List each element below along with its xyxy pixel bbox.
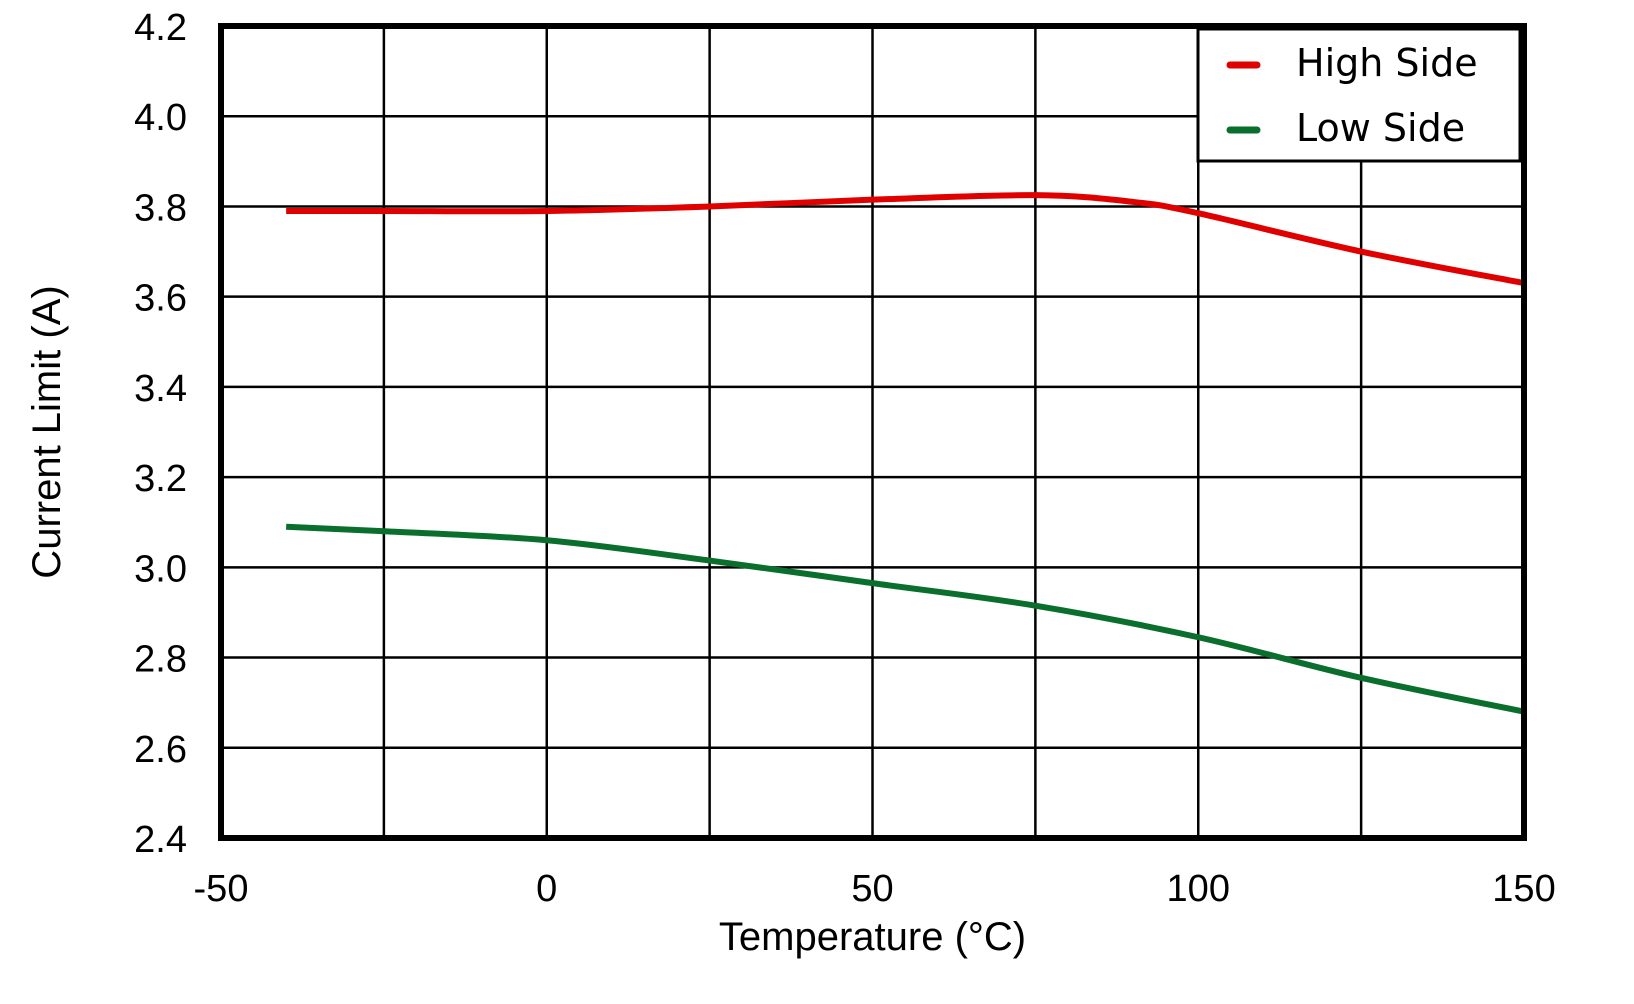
legend: High Side Low Side <box>1196 27 1522 163</box>
y-tick-label: 3.6 <box>134 278 187 320</box>
x-axis-title: Temperature (°C) <box>719 915 1026 959</box>
x-tick-label: -50 <box>194 868 249 910</box>
x-tick-label: 50 <box>851 868 893 910</box>
y-tick-label: 3.8 <box>134 187 187 229</box>
y-tick-label: 2.4 <box>134 819 187 861</box>
grid-lines <box>221 26 1524 838</box>
y-tick-label: 3.2 <box>134 458 187 500</box>
x-tick-label: 100 <box>1167 868 1230 910</box>
y-tick-labels: 2.4 2.6 2.8 3.0 3.2 3.4 3.6 3.8 4.0 4.2 <box>134 7 187 861</box>
series-lines <box>286 192 1525 715</box>
series-line-low-side <box>286 523 1525 715</box>
y-tick-label: 2.8 <box>134 639 187 681</box>
series-line-high-side <box>286 192 1525 287</box>
legend-box <box>1196 27 1522 163</box>
y-tick-label: 2.6 <box>134 729 187 771</box>
y-tick-label: 3.4 <box>134 368 187 410</box>
x-tick-labels: -50 0 50 100 150 <box>194 868 1556 910</box>
plot-frame <box>218 23 1527 841</box>
y-tick-label: 4.2 <box>134 7 187 49</box>
y-tick-label: 4.0 <box>134 97 187 139</box>
x-tick-label: 0 <box>536 868 557 910</box>
legend-label-low-side: Low Side <box>1296 106 1465 150</box>
legend-label-high-side: High Side <box>1296 41 1478 85</box>
y-tick-label: 3.0 <box>134 548 187 590</box>
y-axis-title: Current Limit (A) <box>25 285 69 578</box>
x-tick-label: 150 <box>1492 868 1555 910</box>
